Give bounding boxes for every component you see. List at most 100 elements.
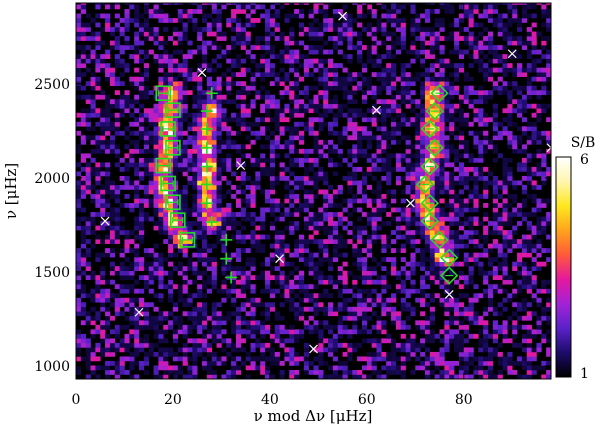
- heatmap-cell: [405, 275, 411, 281]
- heatmap-cell: [458, 144, 465, 150]
- heatmap-cell: [158, 99, 164, 105]
- heatmap-cell: [250, 347, 256, 353]
- heatmap-cell: [444, 157, 450, 163]
- heatmap-cell: [124, 324, 130, 330]
- heatmap-cell: [177, 166, 183, 172]
- heatmap-cell: [250, 356, 256, 362]
- heatmap-cell: [284, 194, 290, 199]
- heatmap-cell: [260, 144, 266, 150]
- heatmap-cell: [231, 320, 237, 326]
- heatmap-cell: [376, 261, 382, 267]
- heatmap-cell: [497, 13, 503, 19]
- heatmap-cell: [216, 117, 222, 123]
- heatmap-cell: [105, 203, 111, 208]
- heatmap-cell: [192, 221, 198, 226]
- heatmap-cell: [400, 40, 406, 46]
- heatmap-cell: [361, 279, 368, 285]
- heatmap-cell: [269, 99, 276, 105]
- heatmap-cell: [366, 90, 372, 96]
- heatmap-cell: [202, 184, 208, 190]
- heatmap-cell: [269, 31, 276, 37]
- heatmap-cell: [463, 356, 469, 362]
- heatmap-cell: [410, 58, 416, 64]
- heatmap-cell: [197, 234, 203, 240]
- heatmap-cell: [405, 315, 411, 321]
- heatmap-cell: [172, 329, 179, 335]
- heatmap-cell: [492, 54, 498, 59]
- heatmap-cell: [429, 175, 435, 181]
- heatmap-cell: [143, 311, 150, 317]
- heatmap-cell: [323, 225, 329, 231]
- heatmap-cell: [313, 139, 319, 145]
- heatmap-cell: [328, 198, 334, 204]
- heatmap-cell: [454, 40, 460, 46]
- heatmap-cell: [439, 356, 445, 362]
- heatmap-cell: [497, 216, 503, 222]
- heatmap-cell: [177, 81, 183, 87]
- heatmap-cell: [487, 351, 494, 357]
- heatmap-cell: [284, 338, 290, 344]
- heatmap-cell: [463, 121, 469, 127]
- heatmap-cell: [129, 248, 135, 253]
- heatmap-cell: [483, 13, 489, 19]
- heatmap-cell: [342, 324, 348, 330]
- heatmap-cell: [124, 347, 130, 353]
- heatmap-cell: [352, 279, 358, 285]
- heatmap-cell: [245, 175, 251, 181]
- heatmap-cell: [439, 212, 445, 217]
- heatmap-cell: [119, 230, 125, 235]
- heatmap-cell: [361, 356, 368, 362]
- heatmap-cell: [182, 194, 188, 199]
- heatmap-cell: [95, 76, 101, 82]
- heatmap-cell: [192, 311, 198, 317]
- heatmap-cell: [449, 126, 455, 132]
- heatmap-cell: [483, 27, 489, 32]
- heatmap-cell: [434, 257, 440, 262]
- heatmap-cell: [129, 342, 135, 348]
- heatmap-cell: [294, 221, 300, 226]
- heatmap-cell: [434, 144, 440, 150]
- heatmap-cell: [187, 369, 193, 375]
- heatmap-cell: [546, 139, 551, 145]
- heatmap-cell: [294, 126, 300, 132]
- heatmap-cell: [366, 365, 372, 371]
- heatmap-cell: [124, 36, 130, 41]
- heatmap-cell: [429, 320, 435, 326]
- heatmap-cell: [143, 338, 150, 344]
- heatmap-cell: [400, 216, 406, 222]
- heatmap-cell: [458, 139, 465, 145]
- heatmap-cell: [206, 329, 213, 335]
- heatmap-cell: [381, 234, 387, 240]
- heatmap-cell: [298, 270, 305, 276]
- heatmap-cell: [521, 275, 528, 281]
- heatmap-cell: [303, 175, 309, 181]
- heatmap-cell: [235, 324, 242, 330]
- heatmap-cell: [468, 275, 474, 281]
- heatmap-cell: [265, 194, 271, 199]
- heatmap-cell: [260, 221, 266, 226]
- heatmap-cell: [497, 45, 503, 50]
- heatmap-cell: [90, 212, 96, 217]
- heatmap-cell: [357, 261, 363, 267]
- heatmap-cell: [507, 130, 513, 136]
- heatmap-cell: [211, 351, 217, 357]
- heatmap-cell: [376, 153, 382, 159]
- heatmap-cell: [546, 320, 551, 326]
- heatmap-cell: [231, 36, 237, 41]
- heatmap-cell: [337, 162, 343, 168]
- heatmap-cell: [100, 333, 106, 339]
- heatmap-cell: [420, 31, 426, 37]
- heatmap-cell: [114, 198, 120, 204]
- heatmap-cell: [168, 252, 174, 258]
- heatmap-cell: [289, 261, 295, 267]
- heatmap-cell: [172, 234, 179, 240]
- heatmap-cell: [463, 216, 469, 222]
- heatmap-cell: [429, 130, 435, 136]
- heatmap-cell: [206, 63, 213, 68]
- heatmap-cell: [274, 76, 280, 82]
- heatmap-cell: [473, 108, 479, 114]
- heatmap-cell: [148, 261, 154, 267]
- heatmap-cell: [371, 342, 377, 348]
- heatmap-cell: [197, 103, 203, 109]
- heatmap-cell: [323, 94, 329, 100]
